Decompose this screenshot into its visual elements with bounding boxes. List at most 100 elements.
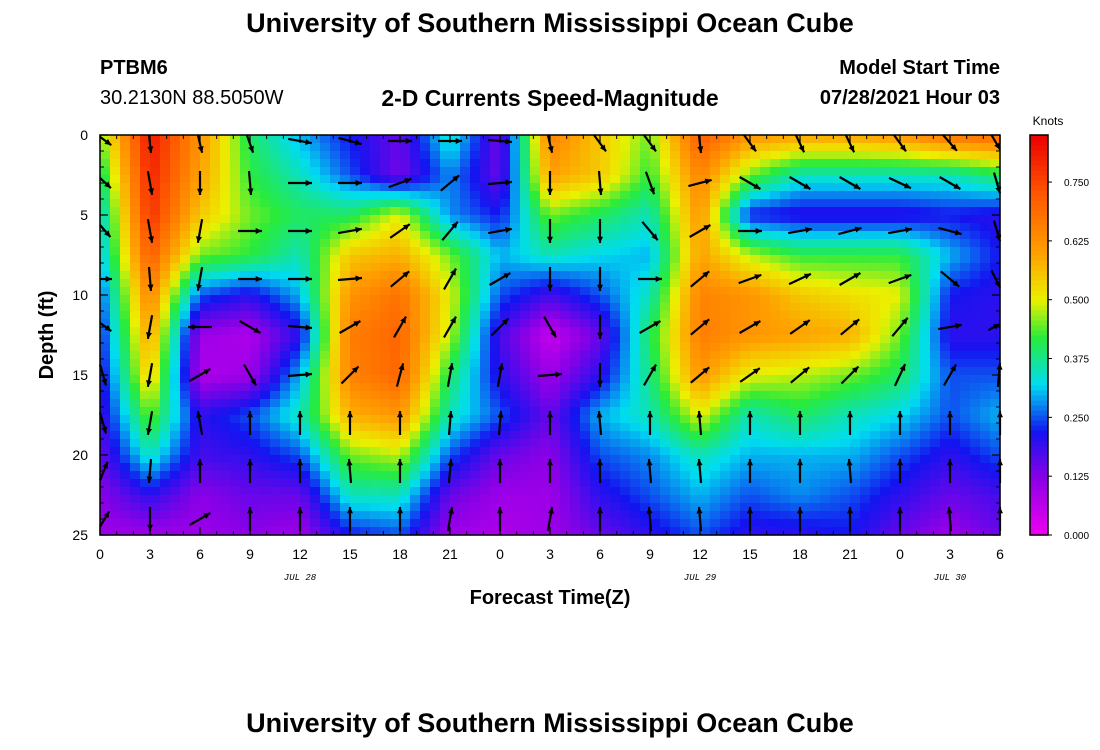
- heatmap-cell: [460, 503, 471, 512]
- heatmap-cell: [150, 199, 161, 208]
- heatmap-cell: [220, 463, 231, 472]
- heatmap-cell: [160, 439, 171, 448]
- heatmap-cell: [310, 255, 321, 264]
- heatmap-cell: [770, 247, 781, 256]
- heatmap-cell: [400, 159, 411, 168]
- heatmap-cell: [920, 327, 931, 336]
- heatmap-cell: [370, 327, 381, 336]
- heatmap-cell: [670, 487, 681, 496]
- heatmap-cell: [570, 295, 581, 304]
- heatmap-cell: [440, 431, 451, 440]
- heatmap-cell: [650, 199, 661, 208]
- heatmap-cell: [880, 343, 891, 352]
- heatmap-cell: [380, 415, 391, 424]
- current-arrow: [794, 134, 806, 153]
- heatmap-cell: [310, 415, 321, 424]
- heatmap-cell: [360, 199, 371, 208]
- heatmap-cell: [290, 511, 301, 520]
- heatmap-cell: [570, 231, 581, 240]
- heatmap-cell: [250, 487, 261, 496]
- heatmap-cell: [970, 359, 981, 368]
- heatmap-cell: [750, 487, 761, 496]
- heatmap-cell: [940, 359, 951, 368]
- heatmap-cell: [480, 487, 491, 496]
- heatmap-cell: [930, 279, 941, 288]
- heatmap-cell: [760, 415, 771, 424]
- heatmap-cell: [110, 247, 121, 256]
- heatmap-cell: [420, 135, 431, 144]
- heatmap-cell: [570, 215, 581, 224]
- heatmap-cell: [510, 479, 521, 488]
- heatmap-cell: [380, 335, 391, 344]
- heatmap-cell: [230, 399, 241, 408]
- heatmap-cell: [530, 191, 541, 200]
- heatmap-cell: [370, 399, 381, 408]
- heatmap-cell: [850, 383, 861, 392]
- heatmap-cell: [710, 511, 721, 520]
- heatmap-cell: [980, 231, 991, 240]
- heatmap-cell: [430, 391, 441, 400]
- heatmap-cell: [210, 255, 221, 264]
- current-arrow-head: [101, 426, 108, 434]
- heatmap-cell: [790, 231, 801, 240]
- heatmap-cell: [260, 319, 271, 328]
- heatmap-cell: [140, 327, 151, 336]
- heatmap-cell: [560, 159, 571, 168]
- heatmap-cell: [490, 183, 501, 192]
- heatmap-cell: [730, 423, 741, 432]
- heatmap-cell: [120, 239, 131, 248]
- heatmap-cell: [740, 511, 751, 520]
- heatmap-cell: [280, 431, 291, 440]
- heatmap-cell: [720, 319, 731, 328]
- heatmap-cell: [870, 191, 881, 200]
- heatmap-cell: [350, 415, 361, 424]
- heatmap-cell: [950, 207, 961, 216]
- heatmap-cell: [890, 263, 901, 272]
- current-arrow: [696, 410, 703, 436]
- heatmap-cell: [620, 415, 631, 424]
- heatmap-cell: [330, 159, 341, 168]
- heatmap-cell: [330, 303, 341, 312]
- heatmap-cell: [600, 255, 611, 264]
- heatmap-cell: [610, 471, 621, 480]
- heatmap-cell: [330, 431, 341, 440]
- heatmap-cell: [290, 423, 301, 432]
- heatmap-cell: [230, 495, 241, 504]
- heatmap-cell: [550, 271, 561, 280]
- heatmap-cell: [490, 287, 501, 296]
- heatmap-cell: [530, 359, 541, 368]
- current-arrow: [597, 219, 603, 243]
- heatmap-cell: [340, 527, 351, 536]
- heatmap-cell: [750, 215, 761, 224]
- heatmap-cell: [510, 279, 521, 288]
- heatmap-cell: [410, 511, 421, 520]
- heatmap-cell: [450, 199, 461, 208]
- heatmap-cell: [530, 375, 541, 384]
- heatmap-cell: [670, 431, 681, 440]
- heatmap-cell: [920, 191, 931, 200]
- heatmap-cell: [400, 167, 411, 176]
- heatmap-cell: [520, 503, 531, 512]
- heatmap-cell: [810, 303, 821, 312]
- heatmap-cell: [520, 167, 531, 176]
- heatmap-cell: [900, 263, 911, 272]
- heatmap-cell: [990, 215, 1001, 224]
- heatmap-cell: [960, 511, 971, 520]
- heatmap-cell: [210, 431, 221, 440]
- heatmap-cell: [330, 391, 341, 400]
- heatmap-cell: [960, 183, 971, 192]
- heatmap-cell: [310, 215, 321, 224]
- heatmap-cell: [660, 495, 671, 504]
- heatmap-cell: [190, 471, 201, 480]
- heatmap-cell: [980, 367, 991, 376]
- heatmap-cell: [720, 343, 731, 352]
- heatmap-cell: [100, 215, 111, 224]
- heatmap-cell: [290, 375, 301, 384]
- current-arrow-head: [798, 145, 805, 153]
- heatmap-cell: [550, 175, 561, 184]
- heatmap-cell: [740, 263, 751, 272]
- heatmap-cell: [820, 343, 831, 352]
- heatmap-cell: [270, 527, 281, 536]
- heatmap-cell: [430, 439, 441, 448]
- heatmap-cell: [500, 511, 511, 520]
